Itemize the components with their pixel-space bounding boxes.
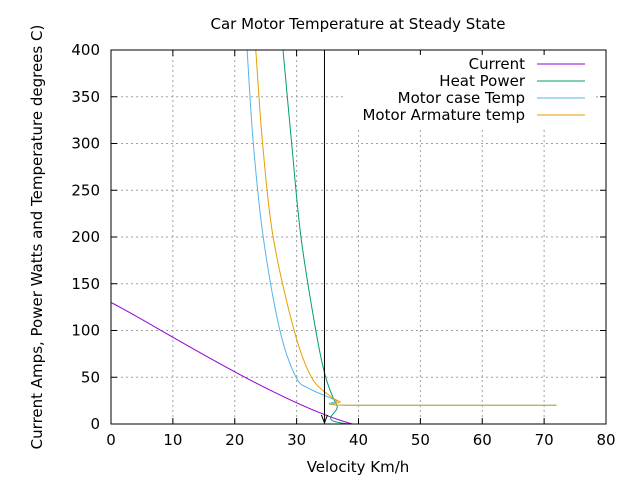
x-tick-label: 30 [287,431,306,449]
legend-label-motor-armature-temp: Motor Armature temp [362,106,525,124]
y-tick-label: 200 [71,228,100,246]
series-line-motor-armature-temp [255,50,557,406]
ticks: 0 10 20 30 40 50 60 70 80 0 50 100 150 200 250 300 350 40… [71,41,615,449]
plot-border [110,49,607,425]
y-tick-label: 100 [71,322,100,340]
annotation-arrow [321,50,328,425]
series-line-current [111,302,557,424]
arrow-head [321,414,328,425]
y-tick-label: 250 [71,181,100,199]
x-tick-label: 0 [106,431,116,449]
x-tick-label: 80 [596,431,615,449]
y-tick-label: 50 [81,368,100,386]
legend-label-motor-case-temp: Motor case Temp [398,89,525,107]
grid [111,50,606,424]
x-tick-label: 50 [411,431,430,449]
legend-label-current: Current [469,55,525,73]
y-axis-label: Current Amps, Power Watts and Temperatur… [28,25,46,450]
x-tick-label: 20 [225,431,244,449]
y-tick-label: 0 [90,415,100,433]
x-tick-label: 40 [349,431,368,449]
legend-label-heat-power: Heat Power [439,72,526,90]
y-tick-label: 400 [71,41,100,59]
y-tick-label: 150 [71,275,100,293]
series [111,50,557,424]
x-axis-label: Velocity Km/h [307,458,410,476]
y-tick-label: 300 [71,135,100,153]
x-tick-label: 60 [473,431,492,449]
chart-title: Car Motor Temperature at Steady State [210,15,505,33]
x-tick-label: 70 [535,431,554,449]
y-tick-label: 350 [71,88,100,106]
x-tick-label: 10 [163,431,182,449]
